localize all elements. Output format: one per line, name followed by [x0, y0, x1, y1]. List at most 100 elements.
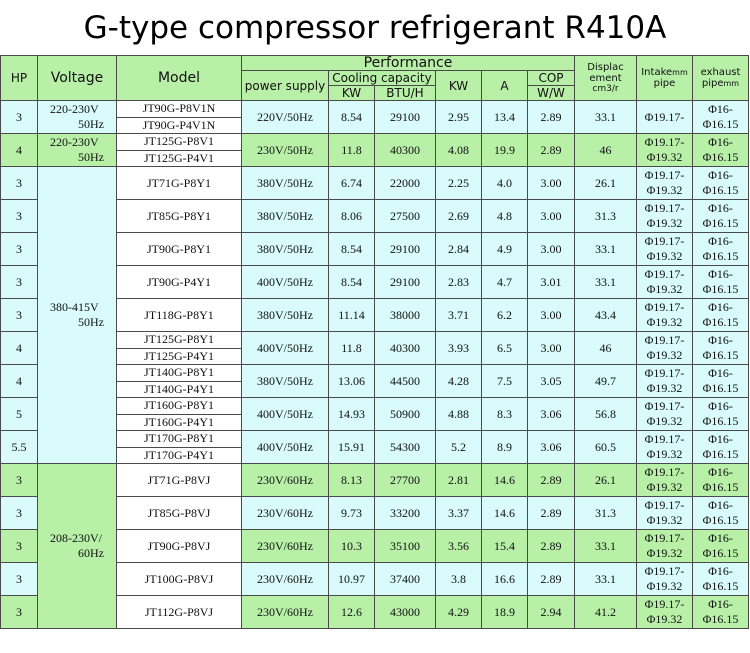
- disp-cell: 46: [574, 133, 637, 167]
- exhaust-pipe-max: Φ16.15: [702, 117, 739, 131]
- btu-cell: 29100: [374, 265, 436, 299]
- model-name: JT125G-P8V1: [143, 134, 214, 149]
- power-cell: 230V/50Hz: [241, 133, 329, 167]
- voltage-cell: 380-415V 50Hz: [37, 166, 117, 464]
- voltage-lines: 380-415V 50Hz: [39, 300, 116, 330]
- btu-cell: 50900: [374, 397, 436, 431]
- intake-pipe-values: Φ19.17- Φ19.32: [638, 399, 692, 429]
- model-pair: JT125G-P8V1 JT125G-P4V1: [117, 134, 241, 166]
- header-exhaust-label2: pipe: [701, 78, 724, 89]
- kw-cell: 3.56: [435, 529, 482, 563]
- btu-cell: 35100: [374, 529, 436, 563]
- kw-c-cell: 8.54: [328, 100, 375, 134]
- model-cell: JT160G-P8Y1 JT160G-P4Y1: [116, 397, 242, 431]
- table-row: 3 JT118G-P8Y1 380V/50Hz 11.14 38000 3.71 6.2 3.…: [0, 298, 749, 332]
- header-btu: BTU/H: [374, 85, 436, 101]
- model-pair: JT160G-P8Y1 JT160G-P4Y1: [117, 399, 241, 430]
- a-cell: 4.0: [481, 166, 528, 200]
- header-intake-label2: pipe: [653, 78, 676, 89]
- intake-pipe-cell: Φ19.17- Φ19.32: [636, 166, 693, 200]
- disp-cell: 49.7: [574, 364, 637, 398]
- model-cell: JT125G-P8Y1 JT125G-P4Y1: [116, 331, 242, 365]
- model-name: JT140G-P8Y1: [143, 365, 214, 380]
- intake-pipe-max: Φ19.32: [646, 612, 683, 626]
- exhaust-pipe-cell: Φ16- Φ16.15: [692, 298, 749, 332]
- kw-c-cell: 6.74: [328, 166, 375, 200]
- model-cell: JT90G-P8Y1: [116, 232, 242, 266]
- kw-c-cell: 12.6: [328, 595, 375, 629]
- kw-cell: 2.95: [435, 100, 482, 134]
- exhaust-pipe-values: Φ16- Φ16.15: [694, 300, 748, 330]
- exhaust-pipe-cell: Φ16- Φ16.15: [692, 199, 749, 233]
- table-row: 4 JT125G-P8Y1 JT125G-P4Y1 400V/50Hz 11.8 4030…: [0, 331, 749, 365]
- intake-pipe-cell: Φ19.17- Φ19.32: [636, 397, 693, 431]
- model-cell: JT100G-P8VJ: [116, 562, 242, 596]
- exhaust-pipe-values: Φ16- Φ16.15: [694, 168, 748, 198]
- model-cell: JT140G-P8Y1 JT140G-P4Y1: [116, 364, 242, 398]
- exhaust-pipe-min: Φ16-: [708, 432, 733, 446]
- intake-pipe-max: Φ19.32: [646, 183, 683, 197]
- intake-pipe-min: Φ19.17-: [644, 109, 685, 124]
- a-cell: 4.8: [481, 199, 528, 233]
- intake-pipe-min: Φ19.17-: [644, 531, 685, 545]
- power-cell: 230V/60Hz: [241, 529, 329, 563]
- kw-cell: 2.83: [435, 265, 482, 299]
- header-displacement-unit: cm3/r: [592, 83, 619, 94]
- model-cell: JT90G-P4Y1: [116, 265, 242, 299]
- intake-pipe-values: Φ19.17- Φ19.32: [638, 168, 692, 198]
- exhaust-pipe-cell: Φ16- Φ16.15: [692, 166, 749, 200]
- model-name: JT90G-P8V1N: [142, 101, 216, 116]
- intake-pipe-min: Φ19.17-: [644, 399, 685, 413]
- header-cooling-kw: KW: [328, 85, 375, 101]
- header-a: A: [481, 70, 528, 101]
- voltage-line1: 220-230V: [50, 135, 99, 149]
- model-name: JT140G-P4Y1: [117, 380, 241, 397]
- btu-cell: 22000: [374, 166, 436, 200]
- kw-c-cell: 11.8: [328, 331, 375, 365]
- model-name: JT90G-P8VJ: [147, 539, 211, 553]
- intake-pipe-max: Φ19.32: [646, 282, 683, 296]
- exhaust-pipe-values: Φ16- Φ16.15: [694, 102, 748, 132]
- intake-pipe-max: Φ19.32: [646, 414, 683, 428]
- exhaust-pipe-values: Φ16- Φ16.15: [694, 399, 748, 429]
- exhaust-pipe-min: Φ16-: [708, 168, 733, 182]
- model-cell: JT71G-P8VJ: [116, 463, 242, 497]
- cop-cell: 3.06: [527, 397, 575, 431]
- voltage-cell: 220-230V 50Hz: [37, 100, 117, 134]
- intake-pipe-min: Φ19.17-: [644, 465, 685, 479]
- model-name: JT125G-P4V1: [117, 149, 241, 166]
- model-name: JT71G-P8VJ: [147, 473, 211, 487]
- header-cop-unit: W/W: [527, 85, 575, 101]
- power-cell: 230V/60Hz: [241, 562, 329, 596]
- kw-c-cell: 10.3: [328, 529, 375, 563]
- exhaust-pipe-min: Φ16-: [708, 399, 733, 413]
- cop-cell: 3.00: [527, 199, 575, 233]
- power-cell: 220V/50Hz: [241, 100, 329, 134]
- intake-pipe-min: Φ19.17-: [644, 333, 685, 347]
- a-cell: 8.9: [481, 430, 528, 464]
- model-name: JT112G-P8VJ: [144, 605, 214, 619]
- power-cell: 230V/60Hz: [241, 595, 329, 629]
- kw-c-cell: 14.93: [328, 397, 375, 431]
- table-row: 3 208-230V/60Hz JT71G-P8VJ 230V/60Hz 8.13 277…: [0, 463, 749, 629]
- exhaust-pipe-cell: Φ16- Φ16.15: [692, 364, 749, 398]
- hp-cell: 3: [0, 595, 38, 629]
- exhaust-pipe-values: Φ16- Φ16.15: [694, 498, 748, 528]
- hp-cell: 3: [0, 199, 38, 233]
- intake-pipe-max: Φ19.32: [646, 447, 683, 461]
- exhaust-pipe-max: Φ16.15: [702, 183, 739, 197]
- intake-pipe-values: Φ19.17- Φ19.32: [638, 300, 692, 330]
- btu-cell: 27500: [374, 199, 436, 233]
- model-name: JT85G-P8Y1: [146, 209, 211, 223]
- exhaust-pipe-min: Φ16-: [708, 333, 733, 347]
- intake-pipe-max: Φ19.32: [646, 315, 683, 329]
- exhaust-pipe-cell: Φ16- Φ16.15: [692, 496, 749, 530]
- intake-pipe-values: Φ19.17- Φ19.32: [638, 201, 692, 231]
- intake-pipe-cell: Φ19.17- Φ19.32: [636, 232, 693, 266]
- a-cell: 13.4: [481, 100, 528, 134]
- intake-pipe-cell: Φ19.17- Φ19.32: [636, 331, 693, 365]
- hp-cell: 4: [0, 364, 38, 398]
- disp-cell: 33.1: [574, 100, 637, 134]
- intake-pipe-max: Φ19.32: [646, 216, 683, 230]
- a-cell: 4.9: [481, 232, 528, 266]
